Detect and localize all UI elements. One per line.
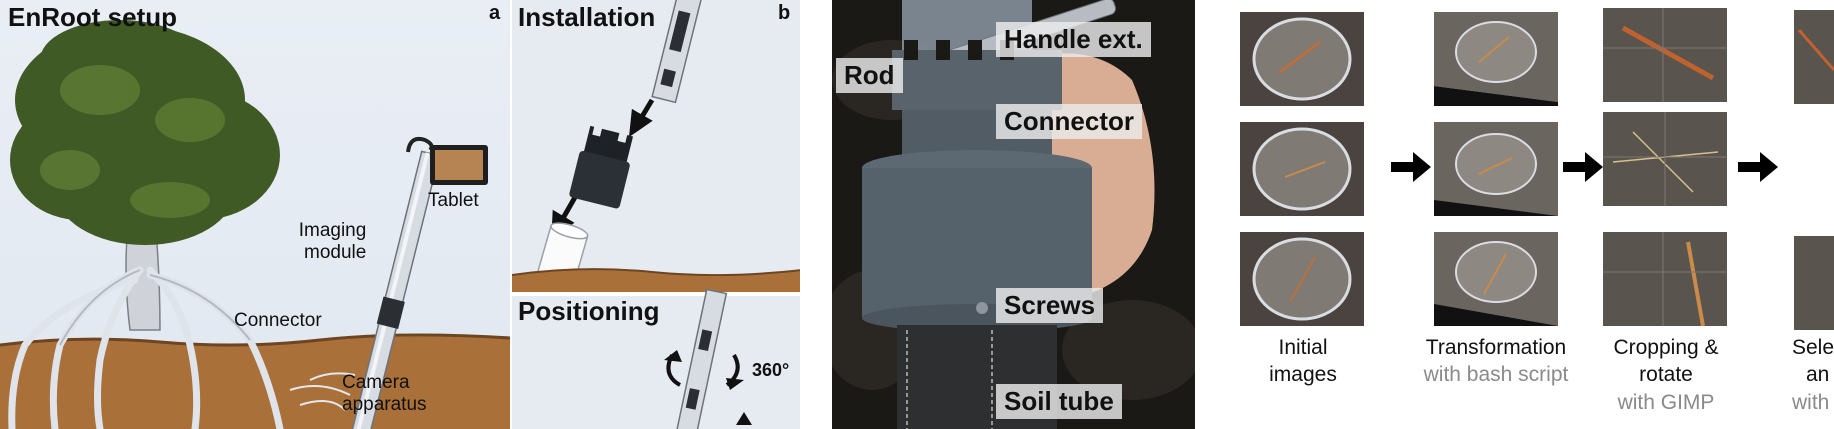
- caption-transformation-sub: with bash script: [1423, 363, 1569, 387]
- screws-label: Screws: [996, 288, 1104, 323]
- panel-c-photo: Handle ext. Rod Connector Screws Soil tu…: [832, 0, 1195, 429]
- selected-image-1: [1794, 10, 1834, 104]
- caption-initial: Initial images: [1228, 334, 1378, 389]
- camera-label-line1: Camera: [342, 372, 410, 393]
- arrow-right-icon-2: [1563, 152, 1603, 182]
- caption-cropping: Cropping & rotate with GIMP: [1596, 334, 1736, 416]
- cropped-image-2: [1603, 112, 1727, 206]
- setup-illustration: [0, 20, 510, 429]
- transformed-image-1: [1434, 12, 1558, 106]
- installation-illustration: [512, 0, 800, 429]
- panel-a-enroot-setup: EnRoot setup a Tablet Imaging module Con…: [0, 0, 510, 429]
- caption-transformation-main: Transformation: [1425, 336, 1567, 359]
- selected-image-3: [1794, 236, 1834, 330]
- soil-tube-label: Soil tube: [996, 384, 1122, 419]
- arrow-right-icon-1: [1391, 152, 1431, 182]
- initial-image-2: [1240, 122, 1364, 216]
- caption-cropping-line1: Cropping &: [1613, 336, 1719, 359]
- initial-image-1: [1240, 12, 1364, 106]
- camera-label-line2: apparatus: [342, 393, 427, 415]
- caption-selection-line1: Sele: [1792, 336, 1834, 359]
- panel-b-installation: Installation b Positioning 360°: [510, 0, 800, 429]
- installation-title: Installation: [518, 2, 656, 32]
- arrow-right-icon-3: [1738, 152, 1778, 182]
- imaging-label-line1: Imaging: [298, 220, 367, 241]
- caption-initial-line1: Initial: [1278, 336, 1328, 359]
- panel-a-letter: a: [489, 2, 501, 24]
- initial-image-3: [1240, 232, 1364, 326]
- positioning-title: Positioning: [518, 296, 660, 326]
- caption-cropping-sub: with GIMP: [1617, 390, 1715, 414]
- cropped-image-1: [1603, 8, 1727, 102]
- caption-transformation: Transformation with bash script: [1406, 334, 1586, 389]
- panel-d-image-pipeline: Initial images Transformation with bash …: [1228, 0, 1834, 429]
- panel-a-title: EnRoot setup: [8, 2, 177, 32]
- imaging-label-line2: module: [304, 241, 367, 263]
- caption-selection-line2: an: [1806, 363, 1830, 387]
- camera-apparatus-label: Camera apparatus: [342, 372, 427, 416]
- transformed-image-2: [1434, 122, 1558, 216]
- caption-selection-sub: with: [1792, 390, 1830, 414]
- cropped-image-3: [1603, 232, 1727, 326]
- caption-initial-line2: images: [1269, 363, 1337, 387]
- caption-cropping-line2: rotate: [1639, 363, 1693, 387]
- transformed-image-3: [1434, 232, 1558, 326]
- caption-selection: Sele an with: [1792, 334, 1834, 416]
- rotation-label: 360°: [752, 360, 790, 380]
- rod-label: Rod: [836, 58, 903, 93]
- connector-photo-label: Connector: [996, 104, 1142, 139]
- tablet-label: Tablet: [428, 190, 479, 211]
- connector-label: Connector: [234, 310, 322, 331]
- imaging-module-label: Imaging module: [286, 220, 367, 264]
- panel-b-letter: b: [778, 2, 791, 24]
- handle-ext-label: Handle ext.: [996, 22, 1151, 57]
